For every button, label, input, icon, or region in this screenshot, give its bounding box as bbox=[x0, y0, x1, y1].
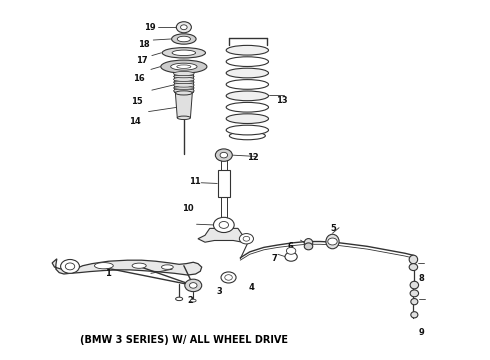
Text: 6: 6 bbox=[287, 242, 293, 251]
Ellipse shape bbox=[226, 114, 269, 123]
Ellipse shape bbox=[173, 77, 194, 81]
Text: 4: 4 bbox=[248, 283, 254, 292]
Circle shape bbox=[216, 149, 232, 161]
Ellipse shape bbox=[162, 265, 173, 269]
Ellipse shape bbox=[173, 81, 194, 84]
Text: 13: 13 bbox=[276, 96, 287, 105]
Circle shape bbox=[286, 247, 296, 254]
Text: 12: 12 bbox=[247, 153, 259, 162]
Ellipse shape bbox=[409, 255, 417, 264]
Ellipse shape bbox=[226, 80, 269, 89]
Text: 11: 11 bbox=[189, 177, 200, 186]
Text: (BMW 3 SERIES) W/ ALL WHEEL DRIVE: (BMW 3 SERIES) W/ ALL WHEEL DRIVE bbox=[80, 335, 288, 345]
Ellipse shape bbox=[172, 50, 196, 55]
Text: 5: 5 bbox=[331, 224, 337, 233]
Circle shape bbox=[190, 283, 197, 288]
Ellipse shape bbox=[175, 91, 192, 95]
Ellipse shape bbox=[229, 132, 266, 140]
Ellipse shape bbox=[177, 36, 191, 42]
Ellipse shape bbox=[172, 34, 196, 44]
Text: 7: 7 bbox=[271, 254, 277, 263]
Text: 2: 2 bbox=[187, 296, 193, 305]
Ellipse shape bbox=[226, 102, 269, 112]
Ellipse shape bbox=[226, 57, 269, 67]
Ellipse shape bbox=[226, 91, 269, 101]
Ellipse shape bbox=[177, 65, 191, 68]
Circle shape bbox=[220, 152, 227, 158]
Text: 1: 1 bbox=[105, 269, 111, 278]
Circle shape bbox=[225, 275, 232, 280]
Text: 8: 8 bbox=[418, 274, 424, 283]
Text: 18: 18 bbox=[138, 40, 150, 49]
Text: 19: 19 bbox=[144, 23, 156, 32]
Ellipse shape bbox=[411, 312, 418, 318]
Circle shape bbox=[239, 234, 253, 244]
Ellipse shape bbox=[173, 83, 194, 87]
Ellipse shape bbox=[304, 239, 313, 247]
Polygon shape bbox=[52, 259, 202, 275]
Ellipse shape bbox=[326, 234, 339, 249]
Ellipse shape bbox=[171, 63, 197, 70]
Text: 17: 17 bbox=[136, 56, 147, 65]
Ellipse shape bbox=[173, 72, 194, 76]
Ellipse shape bbox=[226, 125, 269, 135]
Circle shape bbox=[180, 25, 187, 30]
Circle shape bbox=[61, 260, 79, 273]
Bar bbox=[218, 170, 230, 197]
Ellipse shape bbox=[409, 264, 417, 271]
Polygon shape bbox=[175, 93, 192, 118]
Text: 16: 16 bbox=[134, 73, 145, 82]
Ellipse shape bbox=[411, 298, 418, 305]
Ellipse shape bbox=[162, 48, 205, 58]
Circle shape bbox=[65, 263, 74, 270]
Ellipse shape bbox=[191, 299, 196, 302]
Circle shape bbox=[221, 272, 236, 283]
Text: 3: 3 bbox=[217, 287, 222, 296]
Ellipse shape bbox=[410, 281, 418, 289]
Text: 15: 15 bbox=[131, 97, 143, 106]
Circle shape bbox=[185, 279, 202, 292]
Text: 14: 14 bbox=[129, 117, 141, 126]
Ellipse shape bbox=[173, 75, 194, 78]
Circle shape bbox=[176, 22, 192, 33]
Circle shape bbox=[285, 252, 297, 261]
Ellipse shape bbox=[304, 243, 313, 250]
Circle shape bbox=[219, 221, 228, 228]
Ellipse shape bbox=[226, 45, 269, 55]
Circle shape bbox=[214, 217, 234, 233]
Ellipse shape bbox=[410, 290, 418, 297]
Ellipse shape bbox=[132, 263, 146, 268]
Ellipse shape bbox=[161, 60, 207, 73]
Circle shape bbox=[328, 238, 337, 245]
Bar bbox=[174, 72, 193, 92]
Text: 9: 9 bbox=[419, 328, 425, 337]
Ellipse shape bbox=[177, 116, 191, 120]
Ellipse shape bbox=[175, 297, 183, 301]
Ellipse shape bbox=[226, 68, 269, 78]
Text: 10: 10 bbox=[182, 204, 193, 213]
Polygon shape bbox=[198, 228, 250, 242]
Ellipse shape bbox=[173, 86, 194, 89]
Circle shape bbox=[243, 236, 250, 241]
Ellipse shape bbox=[95, 262, 113, 269]
Ellipse shape bbox=[173, 89, 194, 93]
